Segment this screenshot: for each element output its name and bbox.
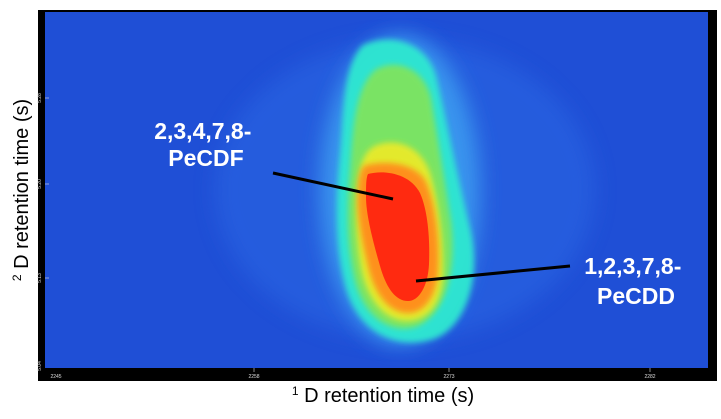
svg-text:2 D retention time (s): 2 D retention time (s) — [4, 99, 33, 281]
pecdf-label-line-1: 2,3,4,7,8- — [154, 118, 251, 144]
y-axis-title-text: D retention time (s) — [11, 99, 33, 269]
x-axis-superscript: 1 — [292, 384, 299, 398]
pecdf-leader-line — [272, 171, 394, 201]
x-tick-label: 2273 — [443, 374, 454, 380]
x-tick-label: 2282 — [644, 374, 655, 380]
x-tick-label: 2258 — [248, 374, 259, 380]
x-axis: 2245 2258 2273 2282 — [50, 368, 656, 380]
x-axis-title: 1 D retention time (s) — [292, 378, 474, 407]
y-tick-label: 5.13 — [37, 273, 43, 283]
pecdd-label-line-1: 1,2,3,7,8- — [584, 253, 681, 279]
svg-text:1 D retention time (s): 1 D retention time (s) — [292, 378, 474, 407]
peak-annotation-pecdf: 2,3,4,7,8- PeCDF — [154, 118, 394, 201]
y-axis-title: 2 D retention time (s) — [4, 99, 33, 281]
x-axis-title-text: D retention time (s) — [304, 385, 474, 407]
pecdd-label: 1,2,3,7,8- PeCDD — [584, 253, 688, 309]
y-tick-label: 5.20 — [37, 179, 43, 189]
pecdd-label-line-2: PeCDD — [597, 283, 675, 309]
pecdd-leader-line — [415, 264, 571, 283]
heatmap-red-core — [366, 172, 430, 301]
y-tick-label: 5.04 — [37, 361, 43, 371]
pecdf-label: 2,3,4,7,8- PeCDF — [154, 118, 258, 171]
pecdf-label-line-2: PeCDF — [168, 145, 243, 171]
y-tick-label: 5.28 — [37, 93, 43, 103]
peak-annotation-pecdd: 1,2,3,7,8- PeCDD — [415, 253, 688, 309]
x-tick-label: 2245 — [50, 374, 61, 380]
y-axis-superscript: 2 — [10, 274, 24, 281]
y-axis: 5.04 5.13 5.20 5.28 — [37, 93, 49, 371]
